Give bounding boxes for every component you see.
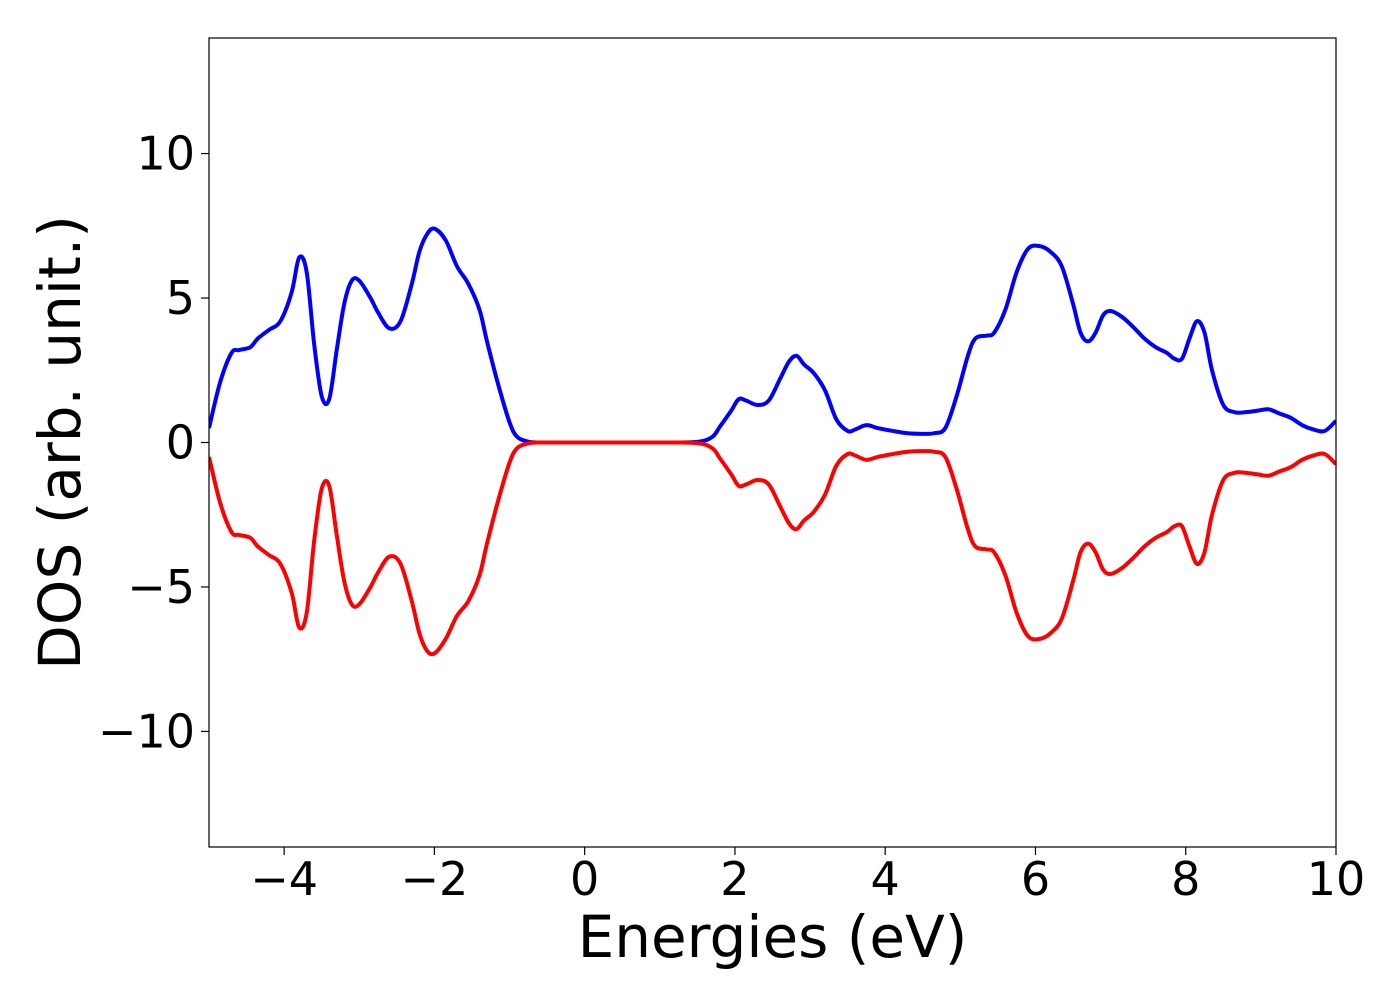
y-tick-label: −5 bbox=[127, 560, 195, 614]
x-tick-label: −4 bbox=[250, 852, 318, 906]
x-tick-label: 8 bbox=[1171, 852, 1200, 906]
x-axis-title: Energies (eV) bbox=[578, 903, 968, 971]
x-tick-label: 0 bbox=[570, 852, 599, 906]
x-tick-label: 2 bbox=[720, 852, 749, 906]
y-tick-label: 0 bbox=[166, 416, 195, 470]
y-tick-label: 5 bbox=[166, 271, 195, 325]
series-line-red bbox=[209, 440, 1336, 657]
x-axis-ticks: −4 −2 0 2 4 6 8 10 bbox=[250, 847, 1365, 906]
y-axis-ticks: −10 −5 0 5 10 bbox=[98, 127, 209, 758]
x-tick-label: 4 bbox=[871, 852, 900, 906]
y-tick-label: −10 bbox=[98, 704, 195, 758]
x-tick-label: 10 bbox=[1307, 852, 1366, 906]
x-tick-label: 6 bbox=[1021, 852, 1050, 906]
y-tick-label: 10 bbox=[136, 127, 195, 181]
plot-frame bbox=[208, 37, 1337, 848]
y-axis-title: DOS (arb. unit.) bbox=[26, 215, 94, 670]
series-layer bbox=[209, 226, 1336, 657]
x-tick-label: −2 bbox=[400, 852, 468, 906]
series-line-blue bbox=[209, 226, 1336, 445]
